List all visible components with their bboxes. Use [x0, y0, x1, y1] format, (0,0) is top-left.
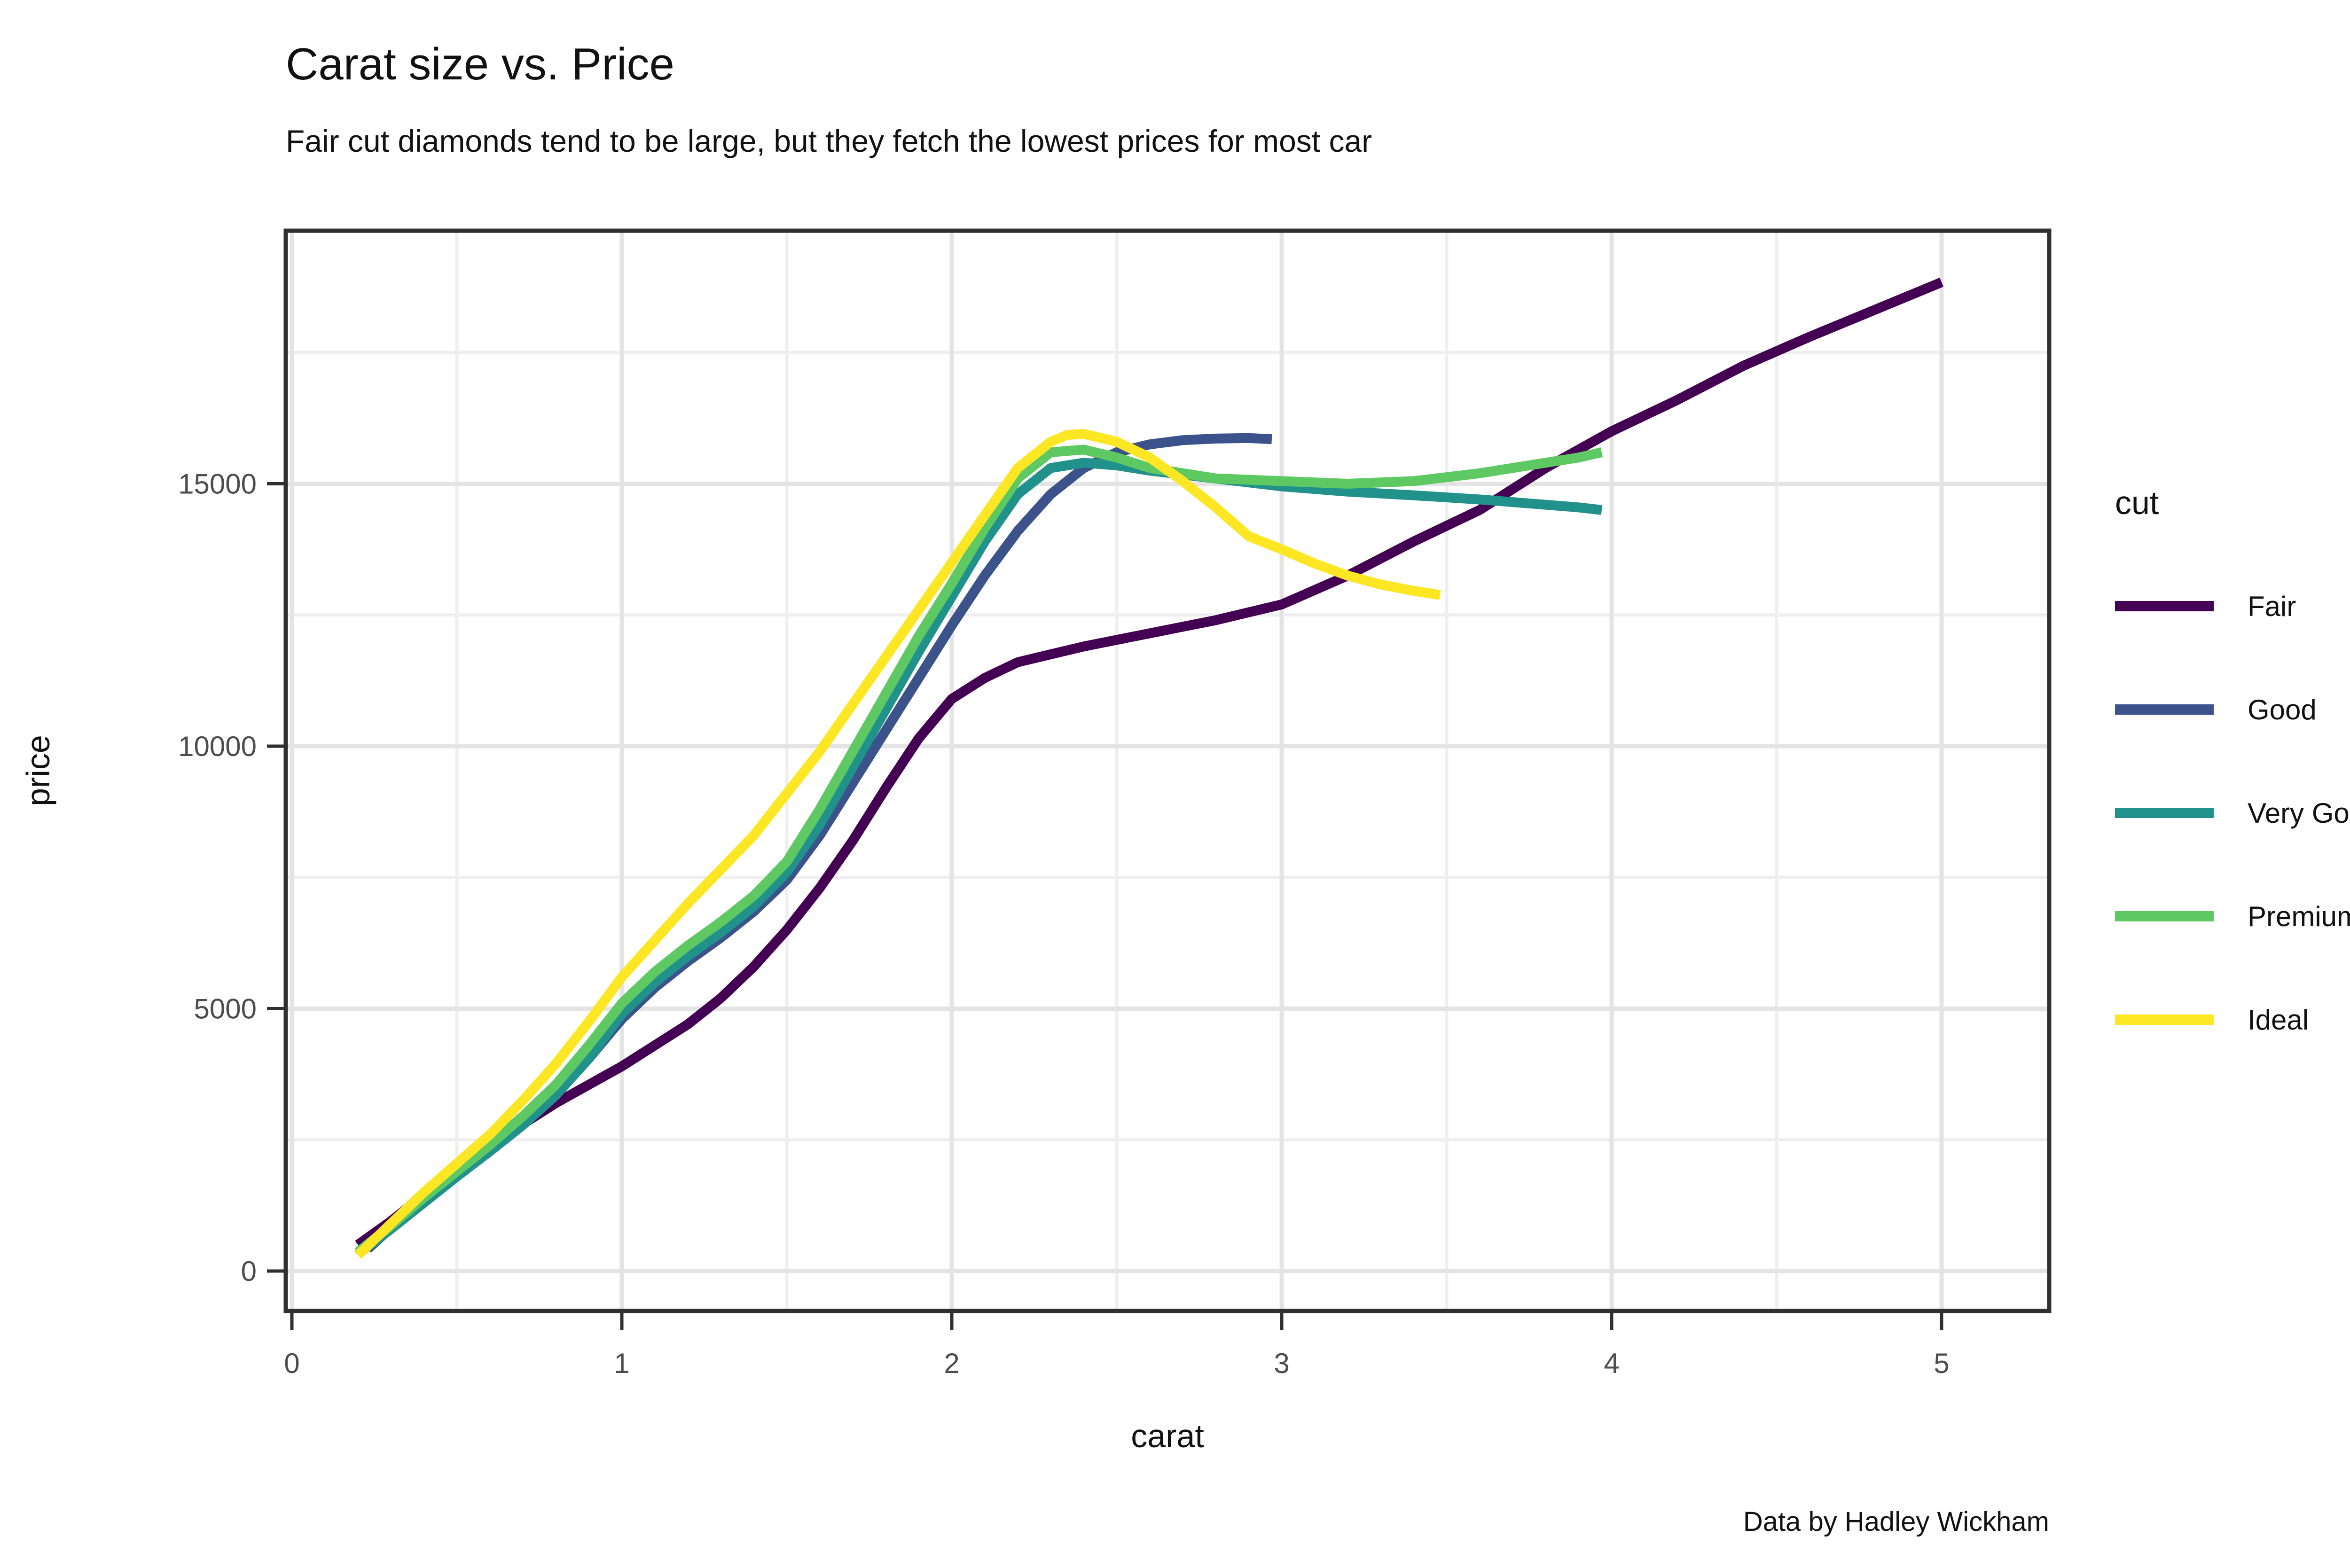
- y-tick-label: 15000: [178, 468, 257, 500]
- x-tick-label: 2: [944, 1348, 959, 1379]
- x-axis-title: carat: [1131, 1418, 1204, 1454]
- legend-label: Good: [2248, 694, 2317, 725]
- legend-label: Premium: [2248, 900, 2350, 932]
- series-line-fair: [355, 277, 1944, 1249]
- x-tick-label: 1: [614, 1348, 629, 1379]
- x-tick-label: 3: [1274, 1348, 1289, 1379]
- legend-swatch-good: [2115, 704, 2214, 715]
- legend-item-ideal: Ideal: [2115, 1004, 2350, 1036]
- gridlines-minor: [286, 231, 2049, 1311]
- legend-title: cut: [2115, 484, 2159, 521]
- legend-swatch-very-good: [2115, 808, 2214, 818]
- plot-title: Carat size vs. Price: [286, 39, 674, 89]
- axis-ticks: [267, 482, 1943, 1330]
- series-line-very-good: [355, 458, 1603, 1258]
- gridlines-major: [286, 231, 2049, 1311]
- legend-swatch-premium: [2115, 911, 2214, 921]
- x-tick-label: 5: [1934, 1348, 1949, 1379]
- legend-item-good: Good: [2115, 694, 2350, 725]
- legend-item-fair: Fair: [2115, 590, 2350, 622]
- legend-label: Fair: [2248, 590, 2296, 622]
- plot-subtitle: Fair cut diamonds tend to be large, but …: [286, 124, 1372, 158]
- panel-border: [283, 228, 2052, 1313]
- legend-label: Ideal: [2248, 1004, 2309, 1036]
- x-tick-label: 4: [1604, 1348, 1619, 1379]
- axis-tick-labels: 0 1 2 3 4 5 0 5000 10000 15000: [178, 468, 1950, 1380]
- y-axis-title: price: [20, 735, 56, 806]
- y-tick-label: 5000: [194, 993, 257, 1025]
- x-tick-label: 0: [284, 1348, 299, 1379]
- plot-caption: Data by Hadley Wickham: [1743, 1506, 2049, 1537]
- legend-swatch-ideal: [2115, 1014, 2214, 1025]
- legend-label: Very Good: [2248, 797, 2350, 829]
- series-lines: [354, 277, 1944, 1259]
- series-line-premium: [354, 445, 1603, 1256]
- legend-item-premium: Premium: [2115, 900, 2350, 932]
- series-line-ideal: [354, 429, 1441, 1259]
- legend-swatch-fair: [2115, 601, 2214, 611]
- legend: cut Fair Good Very Good Premium Ideal: [2115, 484, 2350, 1109]
- legend-item-very-good: Very Good: [2115, 797, 2350, 829]
- y-tick-label: 10000: [178, 731, 257, 762]
- y-tick-label: 0: [241, 1256, 257, 1287]
